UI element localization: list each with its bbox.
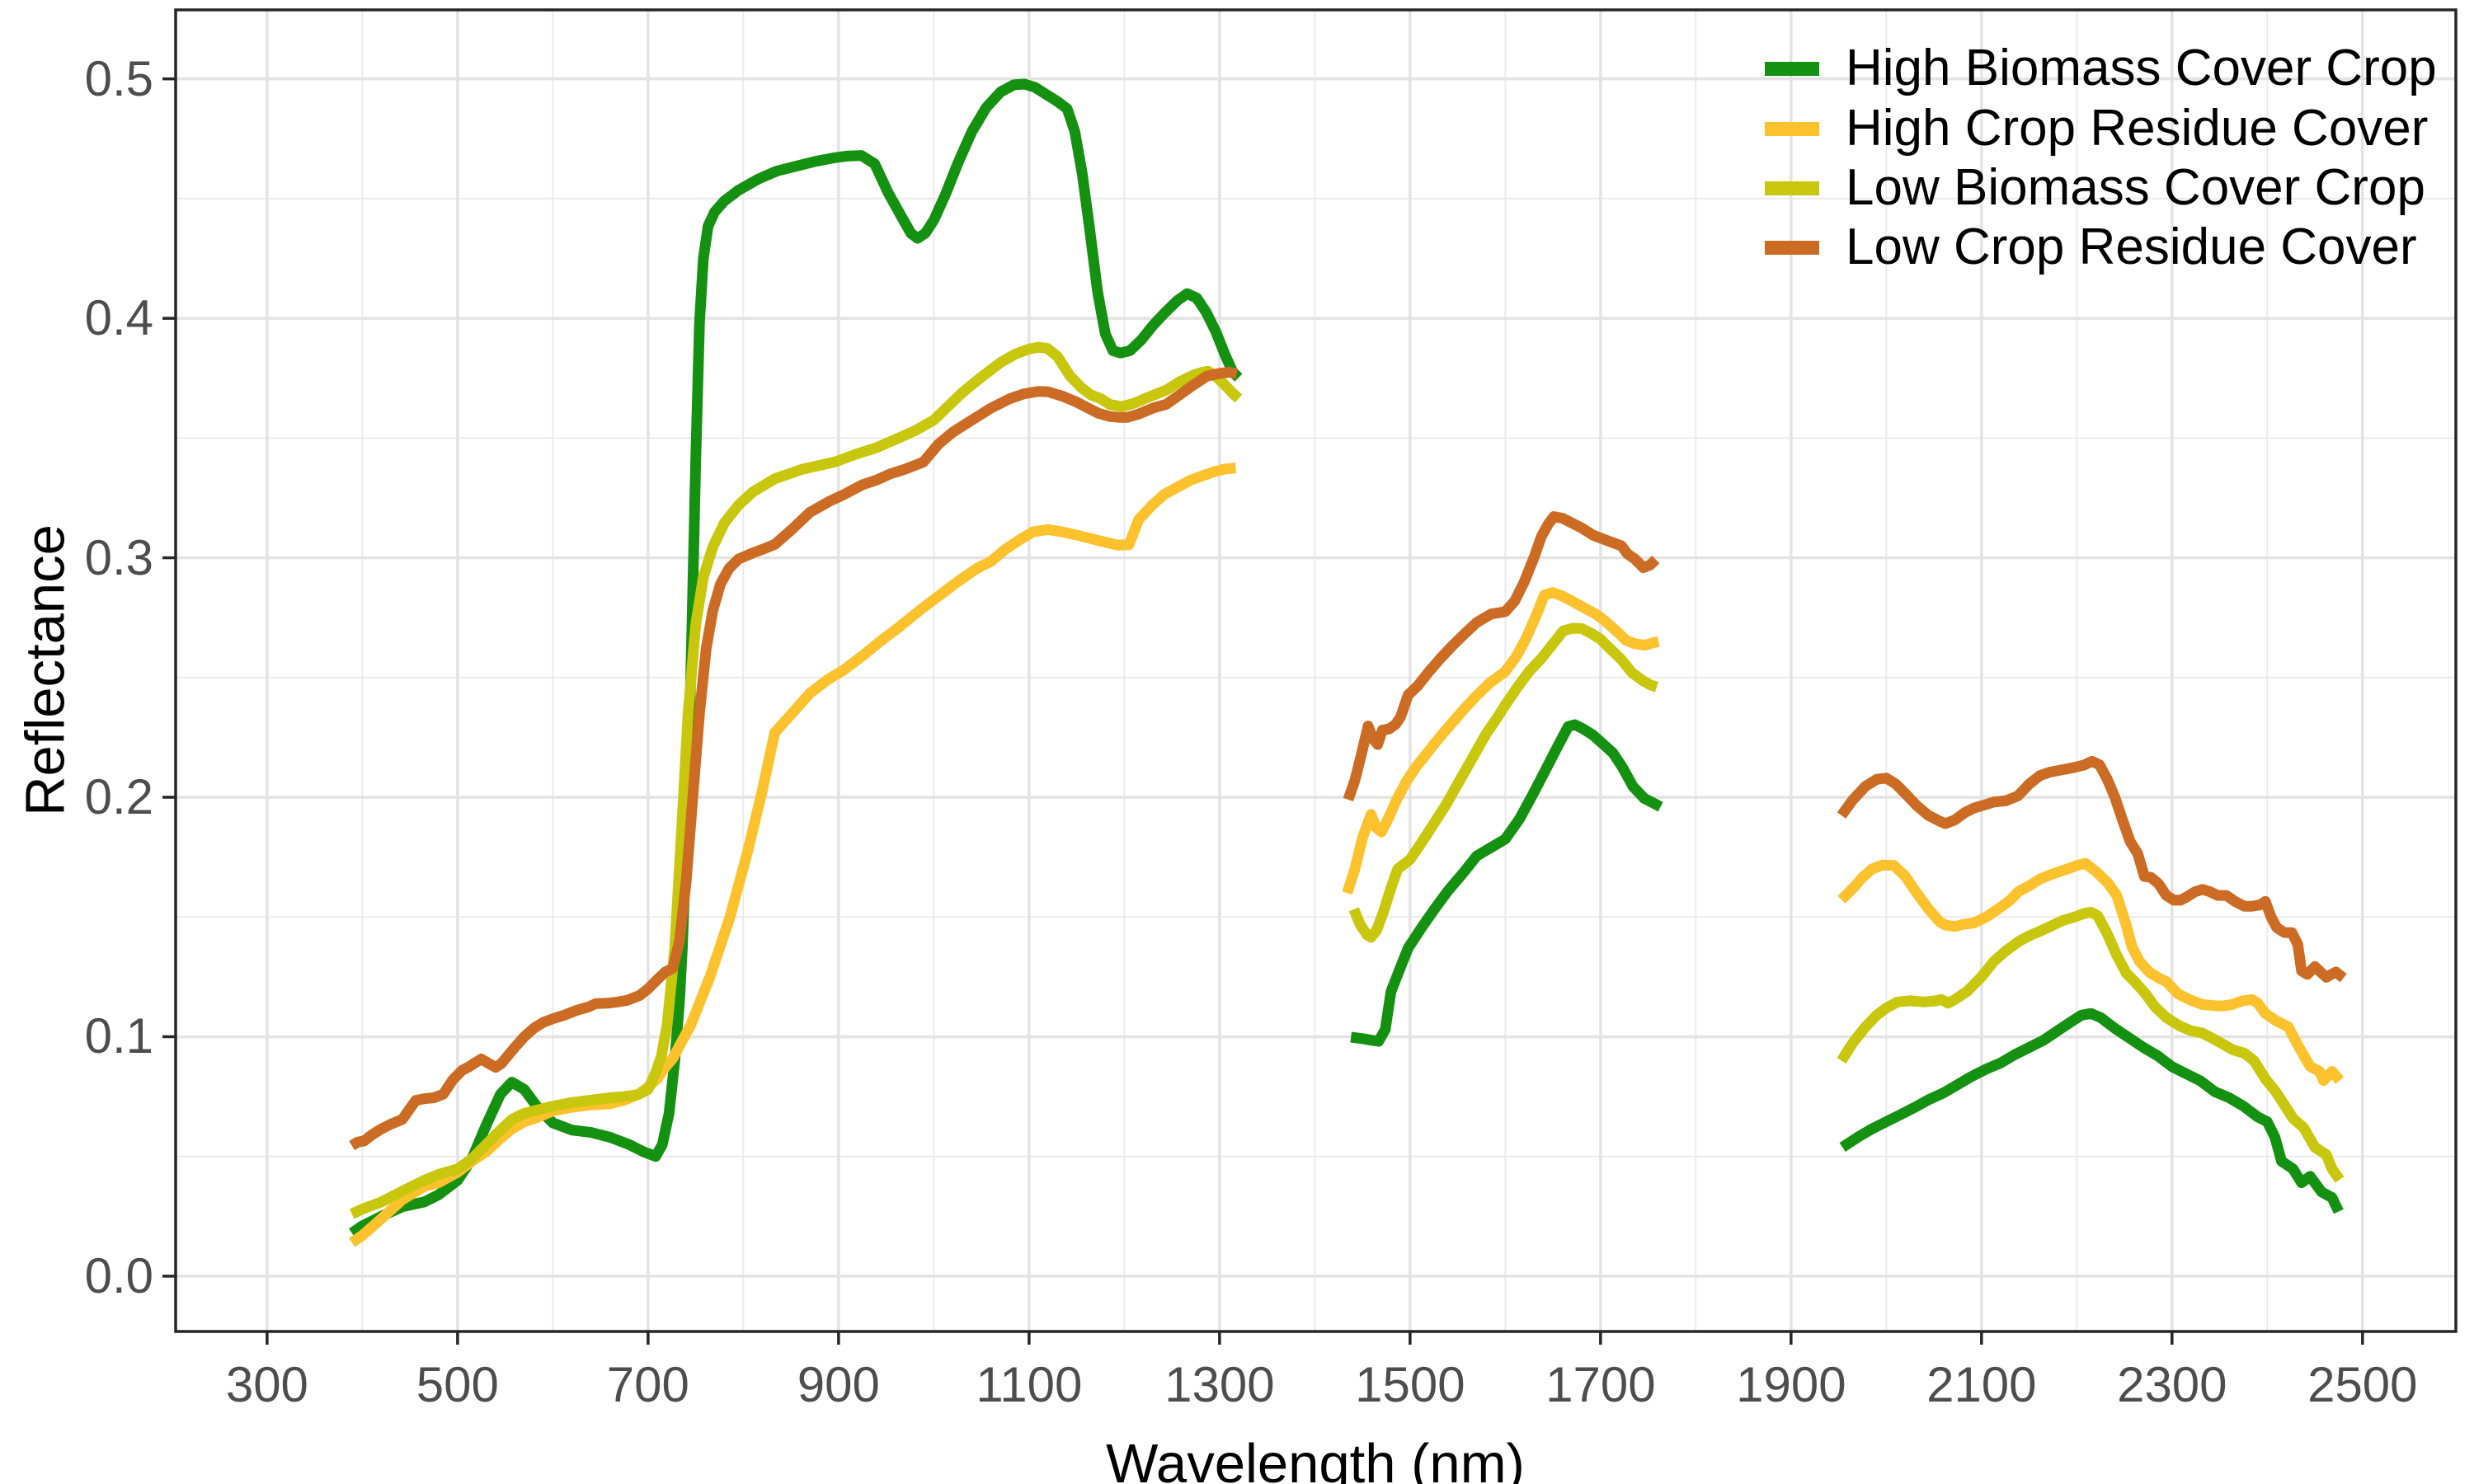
y-tick-label: 0.1 (84, 1008, 153, 1064)
legend-line-swatch-yellow (1765, 121, 1819, 136)
series-line-high-crop-residue-cover (349, 463, 1237, 1247)
legend-label: High Crop Residue Cover (1846, 100, 2429, 157)
panel-border (174, 8, 2458, 1333)
y-tick-label: 0.3 (84, 529, 153, 585)
x-tick-label: 2100 (1926, 1357, 2037, 1412)
x-tick-label: 2300 (2117, 1357, 2227, 1412)
series-line-low-crop-residue-cover (1343, 511, 1660, 802)
x-tick-label: 900 (797, 1357, 880, 1412)
x-tick-label: 1500 (1355, 1357, 1465, 1412)
x-tick-label: 300 (225, 1357, 308, 1412)
y-tick-label: 0.2 (84, 769, 153, 824)
y-tick-label: 0.5 (84, 50, 153, 106)
y-axis-title: Reflectance (14, 524, 77, 816)
x-tick-label: 700 (606, 1357, 689, 1412)
x-tick-label: 1300 (1164, 1357, 1275, 1412)
series-line-low-biomass-cover-crop (1348, 622, 1659, 943)
series-line-high-biomass-cover-crop (1350, 719, 1663, 1047)
y-tick-label: 0.4 (84, 290, 153, 346)
legend-label: High Biomass Cover Crop (1846, 40, 2437, 96)
series-line-low-crop-residue-cover (1837, 755, 2347, 983)
y-tick-label: 0.0 (84, 1247, 153, 1303)
legend-line-swatch-yellow-green (1765, 181, 1819, 195)
legend-label: Low Crop Residue Cover (1846, 218, 2417, 275)
x-tick-label: 2500 (2307, 1357, 2418, 1412)
x-axis-title: Wavelength (nm) (1106, 1433, 1525, 1484)
x-tick-label: 1700 (1545, 1357, 1656, 1412)
legend-line-swatch-orange (1765, 240, 1819, 255)
x-tick-label: 500 (416, 1357, 499, 1412)
series-line-low-biomass-cover-crop (349, 341, 1243, 1219)
x-tick-label: 1900 (1736, 1357, 1846, 1412)
legend-item-high-biomass-cover-crop: High Biomass Cover Crop (1765, 39, 2437, 98)
legend-item-low-crop-residue-cover: Low Crop Residue Cover (1765, 218, 2417, 277)
series-line-high-biomass-cover-crop (1839, 1007, 2344, 1214)
series-line-high-biomass-cover-crop (349, 78, 1243, 1237)
series-line-high-crop-residue-cover (1342, 587, 1660, 895)
legend-line-swatch-green (1765, 61, 1819, 76)
legend-item-high-crop-residue-cover: High Crop Residue Cover (1765, 99, 2428, 158)
series-line-low-biomass-cover-crop (1837, 906, 2345, 1183)
series-line-high-crop-residue-cover (1837, 857, 2345, 1087)
series-line-low-crop-residue-cover (349, 367, 1238, 1151)
x-tick-label: 1100 (976, 1357, 1083, 1412)
legend-label: Low Biomass Cover Crop (1846, 159, 2425, 216)
legend-item-low-biomass-cover-crop: Low Biomass Cover Crop (1765, 158, 2425, 218)
